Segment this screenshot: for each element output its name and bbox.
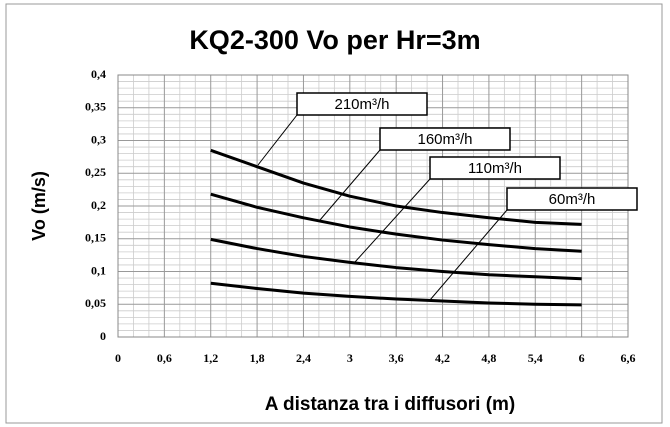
frame [5,3,663,424]
y-tick-label: 0,1 [91,263,106,277]
leader-line [354,178,431,263]
x-tick-label: 2,4 [296,351,311,365]
y-tick-label: 0,2 [91,198,106,212]
y-tick-label: 0,25 [85,165,106,179]
series-line [210,281,582,307]
x-tick-label: 6 [579,351,585,365]
x-tick-label: 6,6 [621,351,636,365]
series-label: 110m³/h [468,160,522,177]
x-tick-label: 1,2 [203,351,218,365]
series-line [210,192,582,253]
chart-title: KQ2-300 Vo per Hr=3m [189,25,480,55]
series-label: 60m³/h [549,191,596,208]
y-tick-label: 0,35 [85,100,106,114]
y-tick-label: 0,4 [91,67,106,81]
series-line [210,237,582,281]
leader-line [257,114,298,166]
y-tick-label: 0,15 [85,231,106,245]
series-label: 210m³/h [334,96,389,113]
x-tick-label: 5,4 [528,351,543,365]
y-axis-label: Vo (m/s) [29,171,49,241]
x-tick-label: 4,2 [435,351,450,365]
leader-line [319,149,381,221]
y-tick-label: 0,3 [91,132,106,146]
series-label: 160m³/h [417,131,472,148]
label-box [296,92,428,116]
series-line [210,148,582,226]
x-tick-label: 4,8 [481,351,496,365]
x-tick-label: 0,6 [157,351,172,365]
x-tick-label: 3,6 [389,351,404,365]
label-box [379,127,511,151]
label-box [506,187,638,211]
x-axis-label: A distanza tra i diffusori (m) [265,394,516,415]
y-tick-label: 0,05 [85,296,106,310]
leader-line [429,209,508,301]
x-tick-label: 3 [347,351,353,365]
x-tick-label: 1,8 [250,351,265,365]
label-box [429,156,561,180]
x-tick-label: 0 [115,351,121,365]
y-tick-label: 0 [100,329,106,343]
